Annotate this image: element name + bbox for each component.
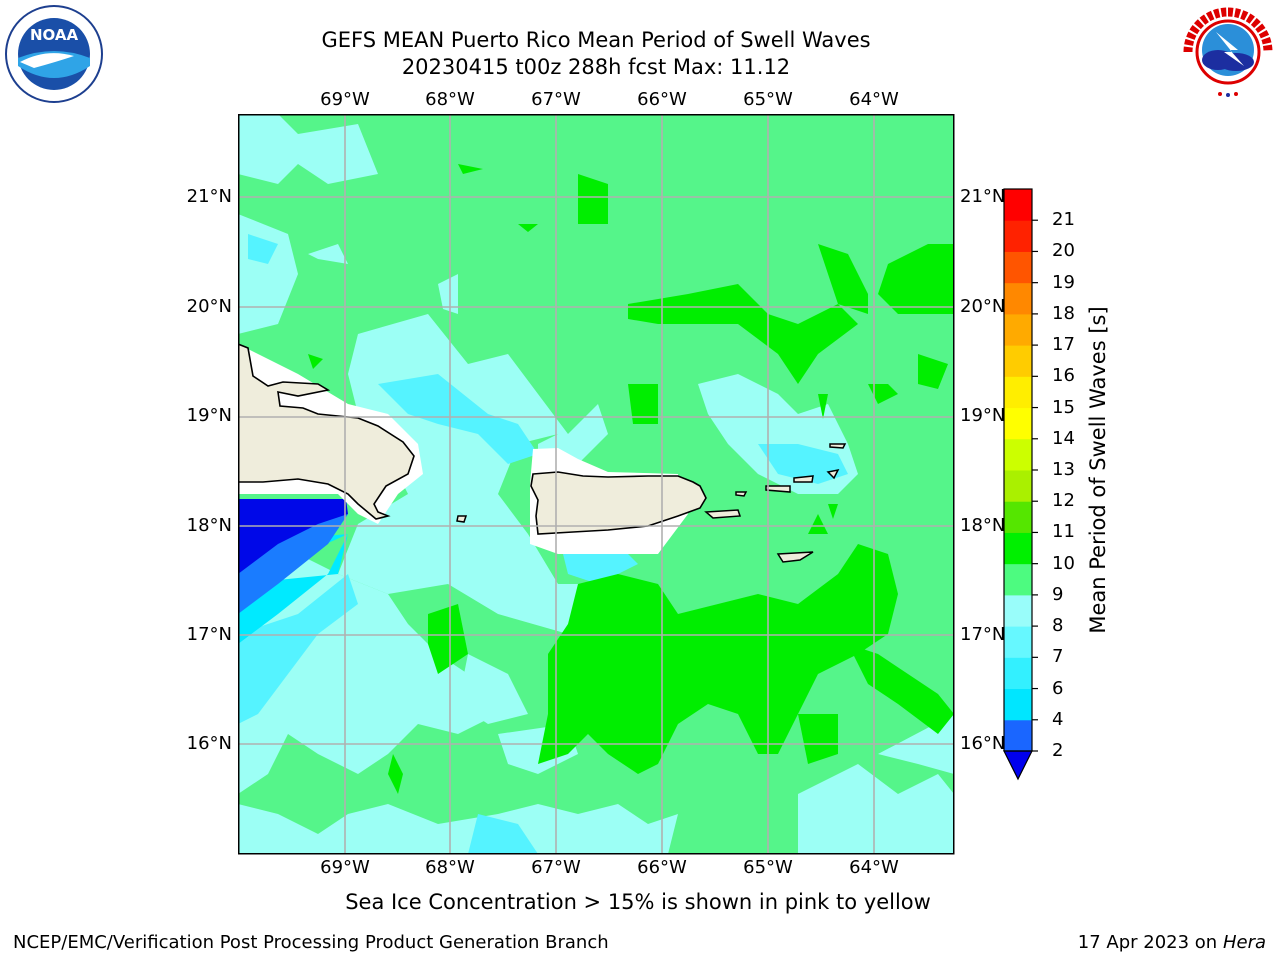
land-vieques [704, 509, 742, 519]
colorbar-tick-label: 17 [1052, 334, 1075, 356]
lat-label-left: 18°N [186, 515, 232, 536]
colorbar-segment [1004, 719, 1032, 752]
lon-label-bottom: 65°W [743, 857, 793, 878]
lon-label-bottom: 66°W [637, 857, 687, 878]
land-anguilla [829, 443, 847, 449]
land-mona [456, 515, 468, 523]
lat-label-right: 19°N [960, 405, 1006, 426]
field-band-low [238, 499, 348, 574]
swell-period-map [238, 114, 955, 855]
colorbar-tick-label: 20 [1052, 240, 1075, 262]
lat-label-right: 21°N [960, 186, 1006, 207]
lon-label-top: 67°W [531, 89, 581, 110]
colorbar-tick-label: 6 [1052, 677, 1064, 699]
lat-label-left: 17°N [186, 624, 232, 645]
colorbar-segment [1004, 563, 1032, 596]
lat-label-left: 20°N [186, 296, 232, 317]
svg-text:NOAA: NOAA [30, 26, 79, 44]
nws-logo [1182, 6, 1274, 98]
colorbar-tick-label: 2 [1052, 740, 1064, 761]
lon-label-top: 69°W [320, 89, 370, 110]
colorbar-tick-label: 4 [1052, 708, 1064, 730]
map-title: GEFS MEAN Puerto Rico Mean Period of Swe… [321, 28, 871, 52]
lon-label-bottom: 64°W [849, 857, 899, 878]
lat-label-right: 18°N [960, 515, 1006, 536]
colorbar-segment [1004, 438, 1032, 471]
colorbar-segment [1004, 688, 1032, 721]
field-band-10-11 [308, 164, 954, 794]
colorbar [1003, 188, 1038, 781]
lat-label-left: 19°N [186, 405, 232, 426]
colorbar-tick-label: 12 [1052, 490, 1075, 512]
lon-label-top: 68°W [425, 89, 475, 110]
colorbar-segment [1004, 407, 1032, 440]
colorbar-segment [1004, 345, 1032, 377]
colorbar-tick-label: 9 [1052, 583, 1064, 605]
lat-label-left: 16°N [186, 733, 232, 754]
footer-host: Hera [1222, 932, 1266, 953]
colorbar-tick-label: 21 [1052, 209, 1075, 231]
map-frame [238, 114, 955, 855]
colorbar-tick-label: 19 [1052, 271, 1075, 293]
colorbar-segment [1004, 501, 1032, 533]
colorbar-segment [1004, 626, 1032, 658]
colorbar-tick-label: 13 [1052, 459, 1075, 480]
colorbar-tick-label: 18 [1052, 302, 1075, 324]
colorbar-tick-label: 11 [1052, 521, 1075, 543]
lat-label-left: 21°N [186, 186, 232, 207]
colorbar-tick-label: 14 [1052, 427, 1075, 449]
colorbar-label: Mean Period of Swell Waves [s] [1086, 306, 1110, 634]
lon-label-top: 65°W [743, 89, 793, 110]
land-hispaniola [238, 343, 415, 520]
land-culebra [735, 491, 748, 497]
colorbar-segment [1004, 470, 1032, 502]
footer-date: 17 Apr 2023 on Hera [1078, 932, 1266, 953]
graticule [238, 114, 954, 854]
colorbar-segment [1004, 376, 1032, 409]
lon-label-top: 66°W [637, 89, 687, 110]
colorbar-segment [1004, 657, 1032, 690]
land-st-croix [776, 551, 814, 563]
footer-date-text: 17 Apr 2023 on [1077, 932, 1223, 953]
colorbar-tick-label: 15 [1052, 396, 1075, 418]
lon-label-bottom: 67°W [531, 857, 581, 878]
colorbar-tick-label: 8 [1052, 615, 1064, 637]
colorbar-tick-label: 7 [1052, 646, 1064, 668]
colorbar-segment [1004, 282, 1032, 315]
lat-label-right: 17°N [960, 624, 1006, 645]
colorbar-segment [1004, 313, 1032, 346]
sea-ice-caption: Sea Ice Concentration > 15% is shown in … [345, 890, 931, 914]
lon-label-top: 64°W [849, 89, 899, 110]
colorbar-tick-label: 10 [1052, 552, 1075, 574]
colorbar-segment [1004, 532, 1032, 565]
colorbar-segment [1004, 220, 1032, 252]
lon-label-bottom: 68°W [425, 857, 475, 878]
land-virgin-islands [765, 468, 840, 493]
colorbar-segment [1004, 189, 1032, 221]
colorbar-segment [1004, 594, 1032, 627]
map-subtitle: 20230415 t00z 288h fcst Max: 11.12 [401, 55, 791, 79]
footer-credit: NCEP/EMC/Verification Post Processing Pr… [13, 932, 609, 953]
lat-label-right: 20°N [960, 296, 1006, 317]
colorbar-under-arrow [1003, 750, 1033, 781]
lon-label-bottom: 69°W [320, 857, 370, 878]
colorbar-tick-label: 16 [1052, 365, 1075, 387]
colorbar-segment [1004, 251, 1032, 284]
noaa-logo: NOAA [5, 5, 103, 103]
lat-label-right: 16°N [960, 733, 1006, 754]
